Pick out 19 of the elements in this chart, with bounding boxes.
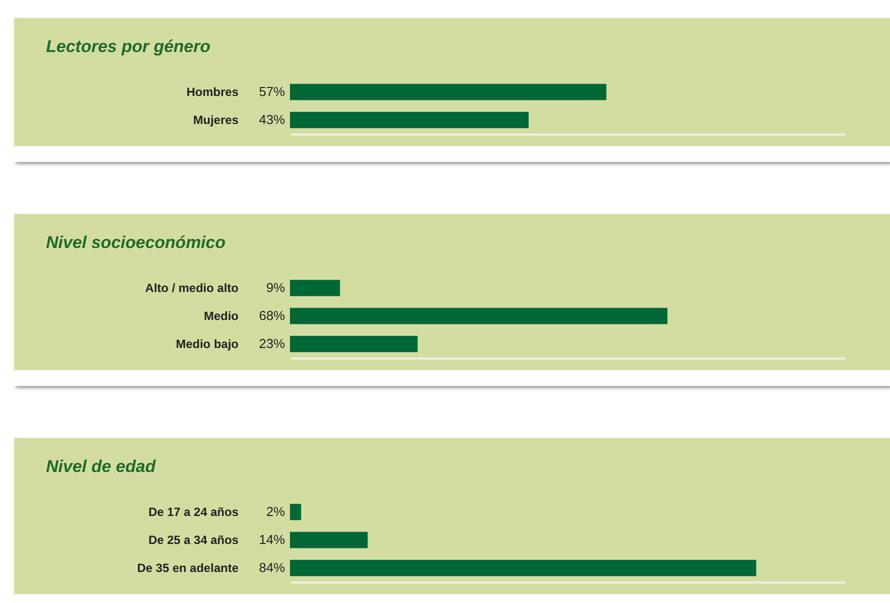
- text: Lectores por género: [46, 37, 210, 56]
- data-label: 68%: [258, 308, 286, 323]
- y-tick-label: De 25 a 34 años: [148, 533, 239, 547]
- y-tick-label: Medio: [204, 309, 238, 323]
- y-tick-label: Mujeres: [193, 113, 239, 127]
- text: Nivel socioeconómico: [46, 233, 226, 252]
- y-tick-label: De 17 a 24 años: [148, 505, 239, 519]
- text: Nivel de edad: [46, 457, 156, 476]
- y-tick-label: De 35 en adelante: [137, 561, 239, 575]
- data-label: 2%: [266, 504, 286, 519]
- y-tick-label: Medio bajo: [176, 337, 238, 351]
- y-tick-label: Hombres: [186, 85, 239, 99]
- data-label: 14%: [258, 532, 286, 547]
- data-label: 84%: [258, 560, 286, 575]
- data-label: 23%: [258, 336, 286, 351]
- y-tick-label: Alto / medio alto: [145, 281, 238, 295]
- data-label: 43%: [258, 112, 286, 127]
- data-label: 9%: [266, 280, 286, 295]
- data-label: 57%: [258, 84, 286, 99]
